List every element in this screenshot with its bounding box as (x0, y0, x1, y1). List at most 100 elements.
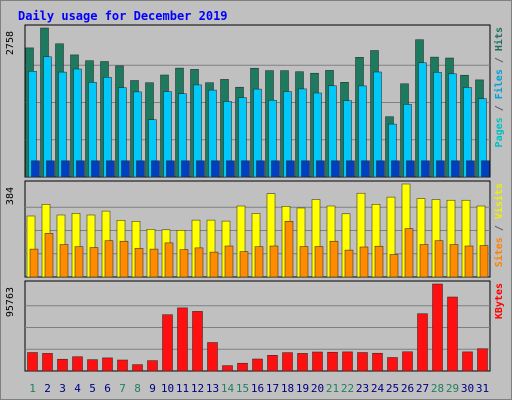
x-tick-label: 12 (191, 382, 204, 395)
bar-visits-sites-13 (209, 251, 219, 278)
bar-hits-pages-16 (256, 160, 265, 178)
bar-kbytes-kbytes-1 (27, 352, 38, 372)
bar-kbytes-kbytes-5 (87, 359, 98, 372)
x-tick-label: 23 (356, 382, 369, 395)
chart-title: Daily usage for December 2019 (18, 9, 228, 23)
bar-hits-pages-14 (226, 160, 235, 178)
bar-visits-sites-31 (479, 245, 489, 278)
bar-hits-pages-15 (241, 160, 250, 178)
bar-kbytes-kbytes-2 (42, 353, 53, 372)
bar-kbytes-kbytes-16 (252, 358, 263, 372)
bar-kbytes-kbytes-11 (177, 307, 188, 372)
bar-kbytes-kbytes-19 (297, 353, 308, 372)
x-tick-label: 30 (461, 382, 474, 395)
x-tick-label: 25 (386, 382, 399, 395)
x-tick-label: 5 (89, 382, 96, 395)
x-tick-label: 17 (266, 382, 279, 395)
bar-visits-sites-18 (284, 221, 294, 278)
bar-kbytes-kbytes-20 (312, 351, 323, 372)
bar-hits-pages-29 (451, 160, 460, 178)
bar-visits-sites-22 (344, 249, 354, 278)
bar-visits-sites-10 (164, 242, 174, 278)
bar-kbytes-kbytes-10 (162, 314, 173, 372)
bar-visits-sites-1 (29, 248, 39, 278)
bar-visits-sites-24 (374, 245, 384, 278)
bar-visits-sites-12 (194, 247, 204, 278)
bar-visits-sites-2 (44, 233, 54, 278)
bar-hits-pages-3 (61, 160, 70, 178)
bar-visits-sites-8 (134, 248, 144, 278)
bar-visits-sites-6 (104, 240, 114, 278)
bar-hits-pages-5 (91, 160, 100, 178)
bar-hits-files-2 (43, 56, 52, 178)
legend-visits: Sites / Visits (493, 183, 505, 267)
bar-hits-pages-4 (76, 160, 85, 178)
x-tick-label: 6 (104, 382, 111, 395)
bar-hits-pages-25 (391, 160, 400, 178)
legend-text: Files (493, 69, 505, 99)
bar-kbytes-kbytes-12 (192, 311, 203, 372)
x-tick-label: 16 (251, 382, 264, 395)
bar-visits-sites-25 (389, 254, 399, 278)
x-tick-label: 1 (29, 382, 36, 395)
bar-hits-pages-22 (346, 160, 355, 178)
bar-hits-pages-31 (481, 160, 490, 178)
x-tick-label: 9 (149, 382, 156, 395)
bar-kbytes-kbytes-23 (357, 352, 368, 372)
legend-text: / (494, 219, 505, 237)
x-tick-label: 22 (341, 382, 354, 395)
bar-hits-pages-17 (271, 160, 280, 178)
bar-hits-pages-18 (286, 160, 295, 178)
bar-visits-sites-20 (314, 246, 324, 278)
bar-kbytes-kbytes-9 (147, 360, 158, 372)
x-tick-label: 10 (161, 382, 174, 395)
x-tick-label: 27 (416, 382, 429, 395)
bar-visits-sites-30 (464, 245, 474, 278)
bar-visits-sites-16 (254, 246, 264, 278)
bar-hits-pages-27 (421, 160, 430, 178)
legend-text: / (494, 51, 505, 69)
bar-kbytes-kbytes-29 (447, 296, 458, 372)
bar-visits-sites-19 (299, 246, 309, 278)
bar-kbytes-kbytes-21 (327, 351, 338, 372)
bar-kbytes-kbytes-31 (477, 348, 488, 372)
bar-visits-sites-23 (359, 246, 369, 278)
bar-hits-pages-11 (181, 160, 190, 178)
x-tick-label: 24 (371, 382, 385, 395)
bar-visits-sites-26 (404, 228, 414, 278)
bar-hits-pages-2 (46, 160, 55, 178)
x-tick-label: 14 (221, 382, 235, 395)
bar-visits-sites-29 (449, 244, 459, 278)
bar-visits-sites-21 (329, 240, 339, 278)
bar-hits-pages-8 (136, 160, 145, 178)
bar-visits-sites-5 (89, 247, 99, 278)
legend-hits: Pages / Files / Hits (493, 27, 505, 147)
bar-kbytes-kbytes-24 (372, 352, 383, 372)
x-tick-label: 13 (206, 382, 219, 395)
bar-visits-sites-14 (224, 245, 234, 278)
bar-visits-sites-27 (419, 244, 429, 278)
bar-visits-sites-7 (119, 240, 129, 278)
legend-text: Sites (493, 237, 505, 267)
bar-kbytes-kbytes-30 (462, 351, 473, 372)
x-tick-label: 15 (236, 382, 249, 395)
bar-visits-sites-17 (269, 245, 279, 278)
bar-visits-sites-9 (149, 248, 159, 278)
x-tick-label: 8 (134, 382, 141, 395)
bar-kbytes-kbytes-26 (402, 351, 413, 372)
bar-visits-sites-4 (74, 246, 84, 278)
bar-hits-pages-9 (151, 160, 160, 178)
bar-hits-pages-20 (316, 160, 325, 178)
bar-kbytes-kbytes-15 (237, 362, 248, 372)
bar-kbytes-kbytes-27 (417, 313, 428, 372)
legend-kbytes: KBytes (494, 283, 505, 319)
x-tick-label: 26 (401, 382, 414, 395)
bar-visits-sites-3 (59, 244, 69, 278)
x-tick-label: 7 (119, 382, 126, 395)
bar-hits-files-27 (418, 62, 427, 178)
bar-kbytes-kbytes-25 (387, 357, 398, 372)
bar-hits-pages-21 (331, 160, 340, 178)
x-tick-label: 31 (476, 382, 489, 395)
legend-text: Pages (494, 117, 505, 147)
